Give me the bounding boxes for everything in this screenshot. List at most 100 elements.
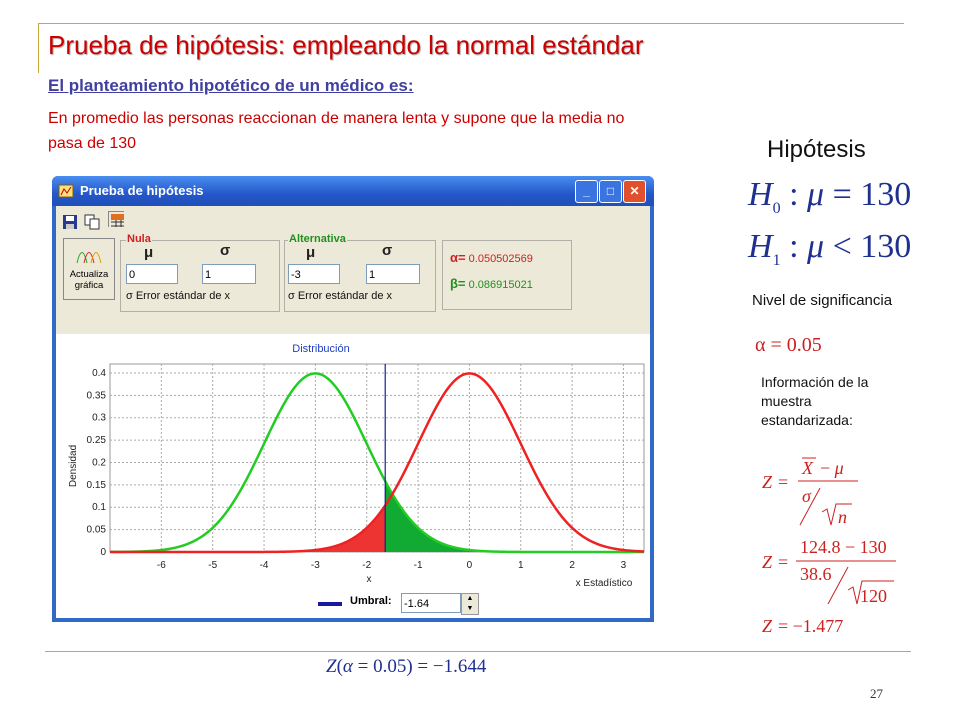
svg-text:σ: σ	[802, 486, 812, 506]
beta-result-value: 0.086915021	[468, 279, 533, 291]
plot-area: Distribución Densidad x x Estadístico -6…	[56, 334, 650, 618]
alt-group-label: Alternativa	[288, 233, 347, 245]
x-tick-label: -5	[208, 560, 217, 571]
parameter-panel: Actualiza gráfica Nula μ σ 0 1 σ Error e…	[56, 233, 650, 334]
distribution-chart: Distribución Densidad x x Estadístico -6…	[68, 343, 645, 613]
z-result: Z	[762, 616, 773, 636]
chart-title: Distribución	[292, 343, 349, 355]
app-icon	[58, 184, 74, 198]
left-rule	[38, 23, 39, 73]
close-button[interactable]: ✕	[623, 180, 646, 203]
alpha-result: α= 0.050502569	[450, 250, 533, 265]
beta-region	[385, 481, 644, 552]
svg-text:=: =	[778, 552, 788, 572]
window-client: Actualiza gráfica Nula μ σ 0 1 σ Error e…	[56, 206, 650, 618]
y-axis-label: Densidad	[68, 445, 79, 487]
x-tick-label: -6	[157, 560, 166, 571]
alpha-formula: α = 0.05	[755, 334, 822, 356]
statement-line-2: pasa de 130	[48, 135, 137, 152]
z-critical: Z(α = 0.05) = −1.644	[326, 656, 487, 677]
mini-curves-icon	[76, 252, 102, 264]
y-tick-label: 0	[100, 547, 106, 558]
svg-text:X: X	[801, 458, 814, 478]
y-tick-label: 0.15	[87, 480, 107, 491]
slide-title: Prueba de hipótesis: empleando la normal…	[48, 30, 644, 60]
maximize-button[interactable]: □	[599, 180, 622, 203]
y-tick-label: 0.25	[87, 435, 107, 446]
x-tick-label: -2	[362, 560, 371, 571]
alternative-curve	[109, 372, 644, 554]
subtitle-text: El planteamiento hipotético de un médico…	[48, 76, 414, 95]
window-titlebar[interactable]: Prueba de hipótesis _ □ ✕	[52, 176, 654, 206]
null-std-error-checkbox[interactable]: σ Error estándar de x	[126, 290, 231, 302]
x-statistic-label: x Estadístico	[576, 578, 633, 589]
toolbar	[56, 206, 650, 236]
svg-text:n: n	[838, 507, 847, 527]
y-tick-label: 0.1	[92, 502, 106, 513]
top-rule	[38, 23, 904, 24]
h0-formula: H0 : μ = 130	[748, 176, 912, 217]
null-mu-input[interactable]: 0	[126, 264, 178, 284]
x-tick-label: 3	[621, 560, 627, 571]
statement-line-1: En promedio las personas reaccionan de m…	[48, 110, 625, 127]
beta-result-label: β=	[450, 276, 466, 291]
alt-sigma-label: σ	[382, 242, 393, 259]
window-title: Prueba de hipótesis	[80, 183, 204, 198]
svg-text:120: 120	[860, 586, 887, 606]
threshold-spinner[interactable]: ▲ ▼	[461, 593, 479, 615]
x-tick-label: -4	[260, 560, 269, 571]
z-general: Z	[762, 472, 773, 492]
null-hypothesis-group	[120, 240, 280, 312]
grid-icon[interactable]	[108, 211, 124, 227]
x-tick-label: 1	[518, 560, 524, 571]
threshold-label: Umbral:	[350, 595, 392, 607]
alternative-hypothesis-group	[284, 240, 436, 312]
x-tick-label: -3	[311, 560, 320, 571]
null-mu-label: μ	[144, 244, 154, 261]
update-chart-label: Actualiza gráfica	[69, 269, 109, 291]
null-group-label: Nula	[126, 233, 152, 245]
z-formulas: Z = X − μ σ n Z = 124.8 − 130 38.6 120 Z…	[762, 457, 896, 636]
minimize-button[interactable]: _	[575, 180, 598, 203]
results-group	[442, 240, 572, 310]
significance-label: Nivel de significancia	[752, 292, 893, 309]
bottom-rule	[45, 651, 911, 652]
threshold-legend-line	[318, 602, 342, 606]
alpha-region	[110, 505, 386, 552]
null-sigma-label: σ	[220, 242, 231, 259]
x-tick-label: 2	[569, 560, 575, 571]
beta-result: β= 0.086915021	[450, 276, 533, 291]
alt-std-error-checkbox[interactable]: σ Error estándar de x	[288, 290, 393, 302]
sample-info-label: Información de la muestra estandarizada:	[761, 374, 869, 428]
update-chart-button[interactable]: Actualiza gráfica	[63, 238, 115, 300]
h1-formula: H1 : μ < 130	[748, 228, 912, 269]
y-tick-label: 0.05	[87, 525, 107, 536]
y-tick-label: 0.3	[92, 413, 106, 424]
threshold-row: Umbral: -1.64 ▲ ▼	[56, 588, 650, 618]
y-tick-label: 0.2	[92, 457, 106, 468]
svg-text:= −1.477: = −1.477	[778, 616, 843, 636]
null-curve	[110, 372, 645, 554]
hypothesis-test-window: Prueba de hipótesis _ □ ✕ Actualiza gráf…	[52, 176, 654, 622]
threshold-input[interactable]: -1.64	[401, 593, 461, 613]
alt-mu-input[interactable]: -3	[288, 264, 340, 284]
svg-text:− μ: − μ	[820, 458, 844, 478]
x-tick-label: -1	[414, 560, 423, 571]
x-tick-label: 0	[467, 560, 473, 571]
svg-text:38.6: 38.6	[800, 564, 832, 584]
save-icon[interactable]	[62, 214, 78, 230]
svg-text:124.8 − 130: 124.8 − 130	[800, 537, 887, 557]
null-sigma-input[interactable]: 1	[202, 264, 256, 284]
svg-text:=: =	[778, 472, 788, 492]
alpha-result-label: α=	[450, 250, 466, 265]
page-number: 27	[870, 686, 883, 701]
x-axis-label: x	[367, 574, 372, 585]
y-tick-label: 0.4	[92, 368, 106, 379]
alpha-result-value: 0.050502569	[468, 253, 533, 265]
alt-mu-label: μ	[306, 244, 316, 261]
hypothesis-heading: Hipótesis	[767, 136, 866, 163]
copy-icon[interactable]	[84, 214, 100, 230]
alt-sigma-input[interactable]: 1	[366, 264, 420, 284]
z-values: Z	[762, 552, 773, 572]
y-tick-label: 0.35	[87, 390, 107, 401]
